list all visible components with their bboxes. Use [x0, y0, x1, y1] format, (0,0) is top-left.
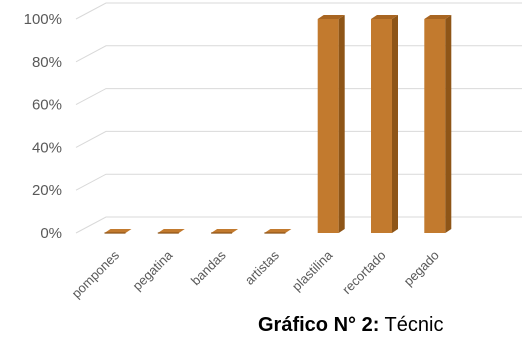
x-tick-label: pegatina — [130, 247, 176, 293]
caption-prefix: Gráfico N° 2: — [258, 314, 380, 336]
bar-front — [424, 19, 446, 233]
x-tick-label: artistas — [242, 247, 283, 288]
bar-front — [371, 19, 392, 233]
bars — [104, 15, 452, 234]
bar-zero — [157, 229, 185, 233]
y-tick-label: 100% — [24, 11, 62, 28]
gridline — [75, 2, 522, 20]
y-tick-label: 80% — [32, 54, 62, 71]
y-tick-label: 40% — [32, 139, 62, 156]
bar-bandas — [211, 229, 239, 234]
y-tick-label: 20% — [32, 182, 62, 199]
gridline — [75, 130, 522, 148]
gridline — [75, 216, 522, 234]
y-tick-label: 60% — [32, 97, 62, 114]
gridlines — [75, 2, 522, 234]
chart-caption: Gráfico N° 2: Técnic — [258, 314, 443, 337]
gridline — [75, 88, 522, 106]
bar-front — [317, 19, 339, 233]
bar-zero — [104, 229, 132, 233]
gridline — [75, 173, 522, 191]
bar-side — [392, 15, 398, 233]
bar-side — [445, 15, 452, 233]
x-tick-label: pegado — [401, 248, 442, 289]
bar-top — [371, 15, 398, 19]
caption-text: Técnic — [379, 314, 444, 336]
gridline — [75, 45, 522, 63]
bar-pompones — [104, 229, 132, 234]
x-axis-category-labels: pompones pegatina bandas artistas plastilina… — [69, 247, 442, 301]
bar-zero — [264, 229, 292, 233]
x-tick-label: recortado — [339, 248, 388, 297]
y-tick-label: 0% — [40, 225, 62, 242]
bar-zero — [211, 229, 239, 233]
x-tick-label: bandas — [188, 247, 229, 288]
bar-top — [424, 15, 452, 19]
bar-side — [338, 15, 345, 233]
bar-top — [317, 15, 345, 19]
y-axis-tick-labels: 0% 20% 40% 60% 80% 100% — [24, 11, 62, 242]
x-tick-label: plastilina — [289, 247, 336, 294]
bar-plastilina — [317, 15, 345, 233]
bar-recortado — [371, 15, 398, 233]
x-tick-label: pompones — [69, 247, 123, 301]
bar-pegado — [424, 15, 452, 233]
bar-artistas — [264, 229, 292, 234]
bar-pegatina — [157, 229, 185, 234]
